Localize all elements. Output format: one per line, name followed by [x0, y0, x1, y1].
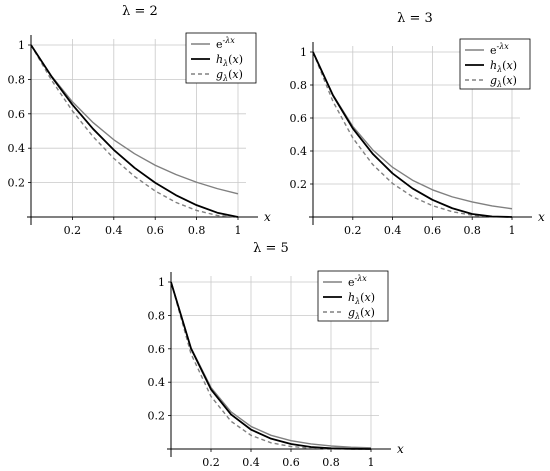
- legend-box: [185, 32, 257, 84]
- chart-title: λ = 2: [122, 4, 158, 19]
- y-tick-label: 0.4: [8, 142, 26, 155]
- chart-title: λ = 3: [397, 11, 433, 26]
- y-tick-label: 0.6: [148, 343, 166, 356]
- legend: e-λx hλ(x)gλ(x): [317, 270, 389, 322]
- legend-box: [317, 270, 389, 322]
- legend-label: gλ(x): [490, 74, 517, 89]
- x-tick-label: 0.2: [202, 456, 220, 469]
- chart-title: λ = 5: [253, 241, 289, 256]
- y-tick-label: 0.8: [148, 309, 166, 322]
- y-tick-label: 0.2: [290, 178, 308, 191]
- y-tick-label: 0.6: [290, 112, 308, 125]
- y-tick-label: 0.4: [290, 145, 308, 158]
- y-tick-label: 0.8: [8, 73, 26, 86]
- legend-label: hλ(x): [490, 59, 517, 74]
- y-tick-label: 0.8: [290, 79, 308, 92]
- legend-label: hλ(x): [348, 291, 375, 306]
- y-tick-label: 0.4: [148, 376, 166, 389]
- chart-panel: λ = 3 0.2 0.4 0.6 0.8 1 0.2 0.4 0.6 0.8 1 x e-λx hλ(x…: [290, 11, 546, 237]
- series-line: [312, 51, 513, 218]
- x-tick-label: 0.8: [463, 224, 481, 237]
- chart-panel: λ = 5 0.2 0.4 0.6 0.8 1 0.2 0.4 0.6 0.8 1 x e-λx hλ(x…: [148, 241, 405, 469]
- x-tick-label: 0.8: [188, 224, 206, 237]
- x-axis-label: x: [538, 210, 545, 224]
- series-line: [30, 44, 239, 218]
- x-tick-label: 0.2: [64, 224, 82, 237]
- x-tick-label: 0.6: [424, 224, 442, 237]
- y-tick-label: 0.2: [148, 410, 166, 423]
- legend-label: hλ(x): [216, 53, 243, 68]
- x-tick-label: 1: [235, 224, 242, 237]
- y-tick-label: 0.2: [8, 177, 26, 190]
- legend-label: e-λx: [216, 36, 235, 51]
- x-tick-label: 0.4: [105, 224, 123, 237]
- x-tick-label: 0.8: [322, 456, 340, 469]
- x-tick-label: 0.6: [146, 224, 164, 237]
- x-tick-label: 1: [368, 456, 375, 469]
- y-tick-label: 1: [18, 39, 25, 52]
- x-tick-label: 0.2: [344, 224, 362, 237]
- y-tick-label: 1: [300, 46, 307, 59]
- series-line: [30, 44, 239, 218]
- legend-box: [459, 38, 531, 90]
- x-tick-label: 0.4: [384, 224, 402, 237]
- series-line: [170, 281, 372, 450]
- legend-label: gλ(x): [216, 68, 243, 83]
- legend: e-λx hλ(x)gλ(x): [459, 38, 531, 90]
- legend-label: e-λx: [348, 274, 367, 289]
- y-tick-label: 0.6: [8, 108, 26, 121]
- chart-panel: λ = 2 0.2 0.4 0.6 0.8 1 0.2 0.4 0.6 0.8 1 x e-λx hλ(x…: [8, 4, 272, 237]
- y-tick-label: 1: [158, 276, 165, 289]
- series-line: [30, 44, 239, 195]
- x-tick-label: 1: [509, 224, 516, 237]
- legend: e-λx hλ(x)gλ(x): [185, 32, 257, 84]
- legend-label: gλ(x): [348, 306, 375, 321]
- x-tick-label: 0.4: [242, 456, 260, 469]
- x-axis-label: x: [264, 210, 271, 224]
- x-tick-label: 0.6: [282, 456, 300, 469]
- x-axis-label: x: [397, 442, 404, 456]
- legend-label: e-λx: [490, 42, 509, 57]
